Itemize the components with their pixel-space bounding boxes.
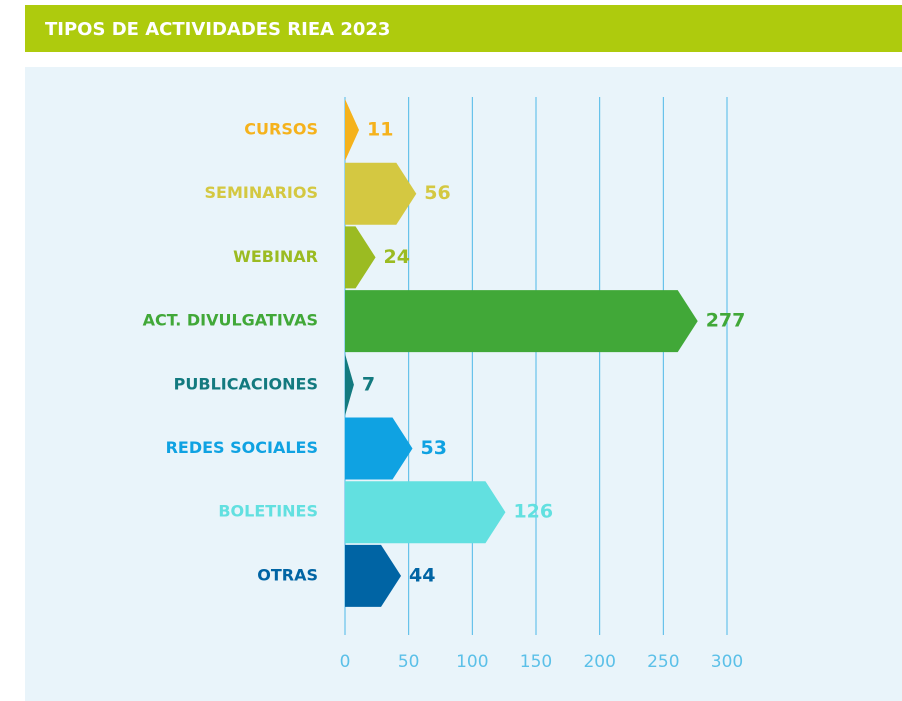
x-tick-label: 300 — [711, 652, 743, 672]
value-label: 11 — [367, 119, 393, 141]
header-bar — [25, 5, 902, 52]
chart-title: TIPOS DE ACTIVIDADES RIEA 2023 — [45, 19, 390, 40]
value-label: 7 — [362, 373, 375, 395]
bar — [345, 481, 506, 544]
value-label: 53 — [420, 437, 446, 459]
x-tick-label: 50 — [398, 652, 420, 672]
value-label: 126 — [513, 501, 553, 523]
bar — [345, 544, 402, 607]
bar — [345, 226, 376, 289]
value-label: 24 — [384, 246, 410, 268]
x-tick-label: 200 — [583, 652, 615, 672]
category-label: ACT. DIVULGATIVAS — [143, 311, 318, 330]
category-label: REDES SOCIALES — [166, 438, 318, 457]
value-label: 277 — [706, 310, 746, 332]
bar — [345, 99, 360, 161]
category-label: CURSOS — [244, 120, 318, 139]
category-label: SEMINARIOS — [205, 183, 319, 202]
bar — [345, 290, 698, 353]
category-label: WEBINAR — [233, 247, 318, 266]
plot-panel — [25, 67, 902, 701]
bar — [345, 162, 417, 225]
bar — [345, 353, 354, 416]
category-label: PUBLICACIONES — [174, 374, 318, 393]
value-label: 56 — [424, 182, 450, 204]
bar — [345, 417, 413, 480]
x-tick-label: 150 — [520, 652, 552, 672]
category-label: BOLETINES — [218, 502, 318, 521]
x-tick-label: 250 — [647, 652, 679, 672]
x-tick-label: 0 — [340, 652, 351, 672]
category-label: OTRAS — [257, 565, 318, 584]
x-tick-label: 100 — [456, 652, 488, 672]
value-label: 44 — [409, 564, 435, 586]
